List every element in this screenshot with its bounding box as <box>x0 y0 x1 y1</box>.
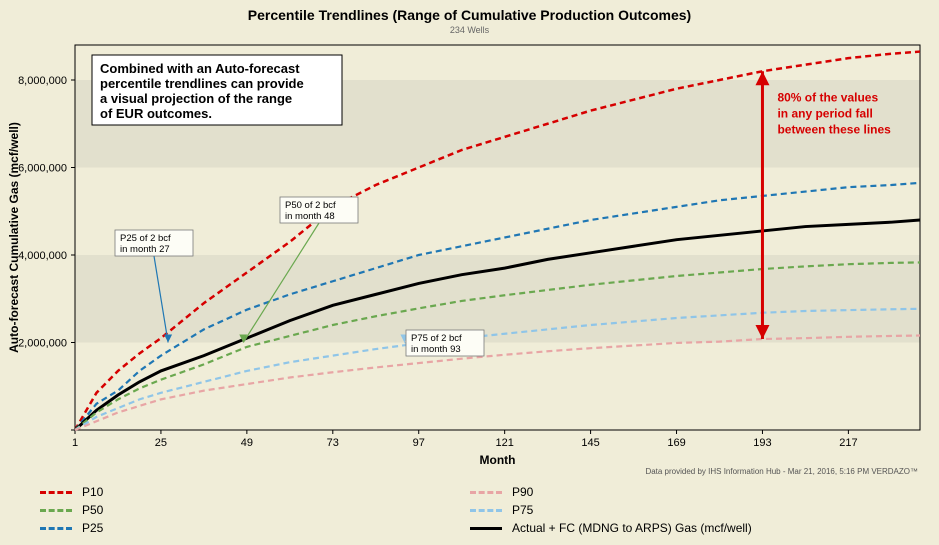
note-line: in month 93 <box>411 344 461 355</box>
x-tick-label: 49 <box>241 437 253 449</box>
x-tick-label: 25 <box>155 437 167 449</box>
legend-label: P90 <box>512 485 533 499</box>
x-tick-label: 193 <box>753 437 771 449</box>
x-tick-label: 145 <box>581 437 599 449</box>
footer-note: Data provided by IHS Information Hub - M… <box>645 467 918 476</box>
callout-line: of EUR outcomes. <box>100 106 212 121</box>
legend-item: P50 <box>40 501 470 519</box>
legend-label: P25 <box>82 521 103 535</box>
callout-line: percentile trendlines can provide <box>100 76 304 91</box>
legend-label: P50 <box>82 503 103 517</box>
x-tick-label: 169 <box>667 437 685 449</box>
legend-swatch <box>470 509 502 512</box>
note-line: P75 of 2 bcf <box>411 333 462 344</box>
legend-swatch <box>40 509 72 512</box>
callout-line: Combined with an Auto-forecast <box>100 61 300 76</box>
x-tick-label: 1 <box>72 437 78 449</box>
note-line: P50 of 2 bcf <box>285 200 336 211</box>
legend-item: P10 <box>40 483 470 501</box>
chart-container: Percentile Trendlines (Range of Cumulati… <box>0 0 939 545</box>
note-p75: P75 of 2 bcfin month 93 <box>400 330 484 356</box>
range-annotation-line: in any period fall <box>777 106 872 120</box>
note-line: P25 of 2 bcf <box>120 233 171 244</box>
x-axis-label: Month <box>480 453 516 467</box>
y-tick-label: 4,000,000 <box>18 250 67 262</box>
legend-label: P10 <box>82 485 103 499</box>
range-annotation-line: between these lines <box>777 122 891 136</box>
legend-item: P75 <box>470 501 900 519</box>
x-tick-label: 73 <box>327 437 339 449</box>
callout-box: Combined with an Auto-forecastpercentile… <box>92 55 342 125</box>
chart-title: Percentile Trendlines (Range of Cumulati… <box>248 7 691 23</box>
y-tick-label: 2,000,000 <box>18 338 67 350</box>
note-line: in month 48 <box>285 211 335 222</box>
legend: P10 P90 P50 P75 P25 Actual + FC (MDNG to ARPS… <box>40 483 910 537</box>
note-line: in month 27 <box>120 244 170 255</box>
legend-swatch <box>470 527 502 530</box>
callout-line: a visual projection of the range <box>100 91 292 106</box>
x-tick-label: 217 <box>839 437 857 449</box>
chart-subtitle: 234 Wells <box>450 25 490 35</box>
x-tick-label: 121 <box>495 437 513 449</box>
range-annotation-line: 80% of the values <box>777 90 878 104</box>
legend-swatch <box>40 491 72 494</box>
legend-label: P75 <box>512 503 533 517</box>
legend-item: Actual + FC (MDNG to ARPS) Gas (mcf/well… <box>470 519 900 537</box>
chart-svg: Percentile Trendlines (Range of Cumulati… <box>0 0 939 545</box>
y-axis-label: Auto-forecast Cumulative Gas (mcf/well) <box>7 122 21 353</box>
x-tick-label: 97 <box>413 437 425 449</box>
legend-item: P90 <box>470 483 900 501</box>
legend-swatch <box>40 527 72 530</box>
legend-item: P25 <box>40 519 470 537</box>
legend-swatch <box>470 491 502 494</box>
y-tick-label: 6,000,000 <box>18 163 67 175</box>
y-tick-label: 8,000,000 <box>18 75 67 87</box>
legend-label: Actual + FC (MDNG to ARPS) Gas (mcf/well… <box>512 521 752 535</box>
